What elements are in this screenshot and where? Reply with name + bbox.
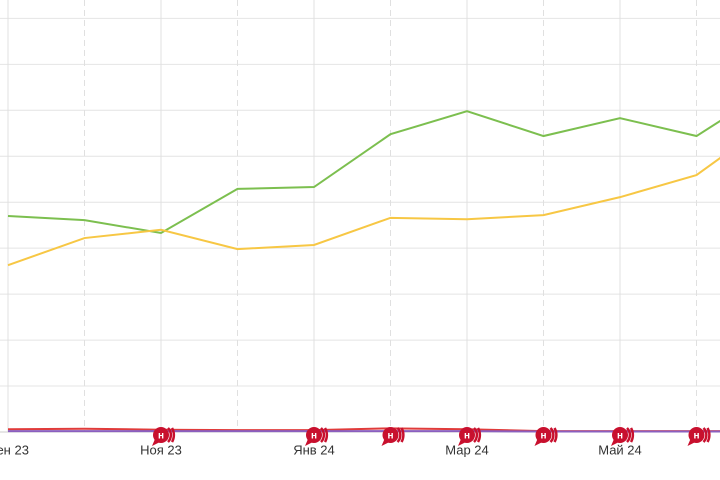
series-line [7,156,720,267]
event-tail [458,439,466,446]
series-line [7,110,720,235]
x-tick-label: Ноя 23 [140,442,182,457]
event-marker: н [534,427,558,446]
event-label: н [387,431,393,442]
x-tick-label: Сен 23 [0,442,29,457]
x-tick-label: Янв 24 [293,442,335,457]
event-marker: н [458,427,482,446]
event-ripple [549,427,555,443]
event-tail [534,439,543,446]
event-ripple [702,427,708,443]
event-ripple [553,427,558,443]
event-marker: н [381,427,405,446]
event-ripple [626,427,632,443]
event-badge [459,427,475,443]
event-ripple [400,427,405,443]
event-ripple [629,427,635,443]
event-label: н [311,431,317,442]
event-label: н [464,431,470,442]
event-ripple [320,427,326,443]
event-ripple [473,427,479,443]
event-tail [687,439,696,446]
event-tail [381,439,390,446]
event-ripple [323,427,329,443]
event-badge [612,427,628,443]
event-label: н [540,431,546,442]
event-badge [306,427,322,443]
x-tick-label: Мар 24 [445,442,489,457]
event-marker: н [152,427,176,446]
event-ripple [167,427,173,443]
event-ripple [476,427,482,443]
event-marker: н [611,427,635,446]
event-tail [305,439,313,446]
event-label: н [617,431,623,442]
event-label: н [158,431,164,442]
event-marker: н [305,427,329,446]
event-badge [382,427,399,443]
event-badge [535,427,552,443]
event-badge [688,427,705,443]
event-ripple [396,427,402,443]
x-tick-label: Май 24 [598,442,642,457]
event-label: н [693,431,699,442]
event-ripple [170,427,176,443]
event-marker: н [687,427,711,446]
event-tail [152,439,160,446]
event-ripple [706,427,711,443]
event-tail [611,439,619,446]
event-badge [153,427,169,443]
